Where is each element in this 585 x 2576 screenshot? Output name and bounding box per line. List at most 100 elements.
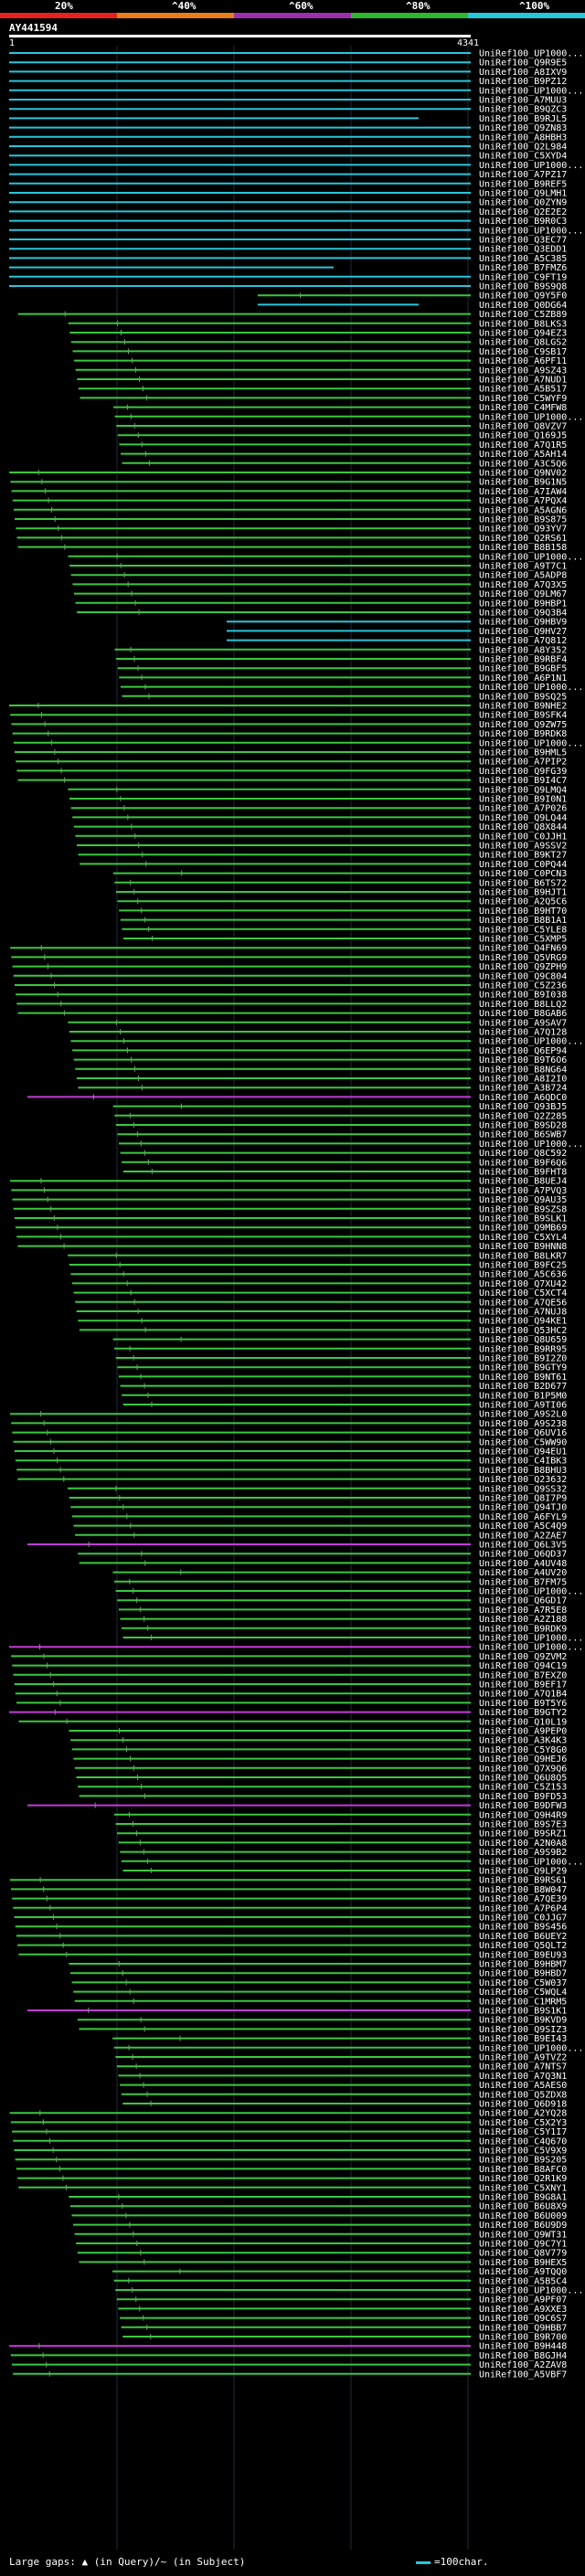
hit-label[interactable]: UniRef100_Q6D918 bbox=[479, 2100, 567, 2110]
hit-label[interactable]: UniRef100_Q8X844 bbox=[479, 822, 567, 832]
hit-label[interactable]: UniRef100_A7PIP2 bbox=[479, 758, 567, 768]
hit-label[interactable]: UniRef100_Q9ZN83 bbox=[479, 123, 567, 133]
hit-label[interactable]: UniRef100_A5B517 bbox=[479, 385, 567, 395]
hit-label[interactable]: UniRef100_B9NHE2 bbox=[479, 702, 567, 712]
hit-label[interactable]: UniRef100_A9PF07 bbox=[479, 2295, 567, 2306]
hit-label[interactable]: UniRef100_Q9WT31 bbox=[479, 2230, 567, 2240]
hit-label[interactable]: UniRef100_Q7X9Q6 bbox=[479, 1764, 567, 1774]
hit-label[interactable]: UniRef100_B9S456 bbox=[479, 1923, 567, 1933]
hit-label[interactable]: UniRef100_B9FC25 bbox=[479, 1261, 567, 1271]
hit-label[interactable]: UniRef100_Q5ZDX8 bbox=[479, 2090, 567, 2100]
hit-label[interactable]: UniRef100_Q23632 bbox=[479, 1475, 567, 1485]
hit-label[interactable]: UniRef100_B9EI43 bbox=[479, 2034, 567, 2044]
hit-label[interactable]: UniRef100_Q8V779 bbox=[479, 2249, 567, 2259]
hit-label[interactable]: UniRef100_A7NUD1 bbox=[479, 376, 567, 386]
hit-label[interactable]: UniRef100_B9GTY2 bbox=[479, 1708, 567, 1718]
hit-label[interactable]: UniRef100_Q2RS61 bbox=[479, 534, 567, 544]
hit-label[interactable]: UniRef100_UP1000... bbox=[479, 683, 583, 693]
hit-label[interactable]: UniRef100_A7PZ17 bbox=[479, 170, 567, 180]
hit-label[interactable]: UniRef100_C9FT19 bbox=[479, 272, 567, 282]
hit-label[interactable]: UniRef100_B7FMZ6 bbox=[479, 263, 567, 273]
hit-label[interactable]: UniRef100_C5Z153 bbox=[479, 1783, 567, 1793]
hit-label[interactable]: UniRef100_Q9AU35 bbox=[479, 1195, 567, 1205]
hit-label[interactable]: UniRef100_C5WW90 bbox=[479, 1437, 567, 1447]
hit-label[interactable]: UniRef100_A9SSV2 bbox=[479, 842, 567, 852]
hit-label[interactable]: UniRef100_B2D677 bbox=[479, 1382, 567, 1392]
hit-label[interactable]: UniRef100_A2YQ28 bbox=[479, 2109, 567, 2119]
hit-label[interactable]: UniRef100_A6P1N1 bbox=[479, 673, 567, 684]
hit-label[interactable]: UniRef100_C5XYL4 bbox=[479, 1233, 567, 1243]
hit-label[interactable]: UniRef100_A4UV48 bbox=[479, 1559, 567, 1569]
hit-label[interactable]: UniRef100_A5AH14 bbox=[479, 450, 567, 460]
hit-label[interactable]: UniRef100_Q0ZYN9 bbox=[479, 198, 567, 208]
hit-label[interactable]: UniRef100_C4IBK3 bbox=[479, 1457, 567, 1467]
hit-label[interactable]: UniRef100_A9TQQ0 bbox=[479, 2267, 567, 2277]
hit-label[interactable]: UniRef100_B9I038 bbox=[479, 991, 567, 1001]
hit-label[interactable]: UniRef100_B9RDK8 bbox=[479, 729, 567, 739]
hit-label[interactable]: UniRef100_Q6L3V5 bbox=[479, 1541, 567, 1551]
hit-label[interactable]: UniRef100_Q5QLT2 bbox=[479, 1941, 567, 1951]
hit-label[interactable]: UniRef100_A8IXV9 bbox=[479, 68, 567, 78]
hit-label[interactable]: UniRef100_B9RBF4 bbox=[479, 655, 567, 665]
hit-label[interactable]: UniRef100_A5AES0 bbox=[479, 2081, 567, 2091]
hit-label[interactable]: UniRef100_Q8LGS2 bbox=[479, 338, 567, 348]
hit-label[interactable]: UniRef100_Q2Z285 bbox=[479, 1111, 567, 1121]
hit-label[interactable]: UniRef100_B9RR95 bbox=[479, 1344, 567, 1354]
hit-label[interactable]: UniRef100_Q8U659 bbox=[479, 1335, 567, 1345]
hit-label[interactable]: UniRef100_A5C385 bbox=[479, 254, 567, 264]
hit-label[interactable]: UniRef100_B9HNN8 bbox=[479, 1242, 567, 1252]
hit-label[interactable]: UniRef100_A9TVZ2 bbox=[479, 2053, 567, 2063]
hit-label[interactable]: UniRef100_Q2L984 bbox=[479, 143, 567, 153]
hit-label[interactable]: UniRef100_A9S2L0 bbox=[479, 1410, 567, 1420]
hit-label[interactable]: UniRef100_A2N0A8 bbox=[479, 1839, 567, 1849]
hit-label[interactable]: UniRef100_UP1000... bbox=[479, 1587, 583, 1597]
hit-label[interactable]: UniRef100_A5AGN6 bbox=[479, 505, 567, 515]
hit-label[interactable]: UniRef100_Q3EC77 bbox=[479, 236, 567, 246]
hit-label[interactable]: UniRef100_Q94TJ0 bbox=[479, 1503, 567, 1513]
hit-label[interactable]: UniRef100_B6TS72 bbox=[479, 878, 567, 888]
hit-label[interactable]: UniRef100_B9HT70 bbox=[479, 906, 567, 917]
hit-label[interactable]: UniRef100_C5XNY1 bbox=[479, 2183, 567, 2193]
hit-label[interactable]: UniRef100_B9SFK4 bbox=[479, 711, 567, 721]
hit-label[interactable]: UniRef100_B9G1N5 bbox=[479, 478, 567, 488]
hit-label[interactable]: UniRef100_B9S7E3 bbox=[479, 1820, 567, 1830]
hit-label[interactable]: UniRef100_B9S1K1 bbox=[479, 2007, 567, 2017]
hit-label[interactable]: UniRef100_B9SQ25 bbox=[479, 692, 567, 702]
hit-label[interactable]: UniRef100_B9R0C3 bbox=[479, 217, 567, 227]
hit-label[interactable]: UniRef100_B9SRZ1 bbox=[479, 1829, 567, 1839]
hit-label[interactable]: UniRef100_B8LKS3 bbox=[479, 319, 567, 329]
hit-label[interactable]: UniRef100_C4Q670 bbox=[479, 2136, 567, 2147]
hit-label[interactable]: UniRef100_Q2E2E2 bbox=[479, 207, 567, 217]
hit-label[interactable]: UniRef100_B9HBP1 bbox=[479, 599, 567, 609]
hit-label[interactable]: UniRef100_Q9LQ44 bbox=[479, 813, 567, 823]
hit-label[interactable]: UniRef100_B8LLQ2 bbox=[479, 1000, 567, 1010]
hit-label[interactable]: UniRef100_Q10L19 bbox=[479, 1717, 567, 1727]
hit-label[interactable]: UniRef100_Q9H4R9 bbox=[479, 1810, 567, 1820]
hit-label[interactable]: UniRef100_A6FYL9 bbox=[479, 1512, 567, 1522]
hit-label[interactable]: UniRef100_Q94EZ3 bbox=[479, 329, 567, 339]
hit-label[interactable]: UniRef100_B9T5Y6 bbox=[479, 1699, 567, 1709]
hit-label[interactable]: UniRef100_C5XYD4 bbox=[479, 152, 567, 162]
hit-label[interactable]: UniRef100_Q9SS32 bbox=[479, 1484, 567, 1494]
hit-label[interactable]: UniRef100_A9SAV7 bbox=[479, 1018, 567, 1028]
hit-label[interactable]: UniRef100_B9HBM7 bbox=[479, 1960, 567, 1970]
hit-label[interactable]: UniRef100_A5ADP8 bbox=[479, 571, 567, 581]
hit-label[interactable]: UniRef100_UP1000... bbox=[479, 49, 583, 59]
hit-label[interactable]: UniRef100_B9RS61 bbox=[479, 1876, 567, 1886]
hit-label[interactable]: UniRef100_UP1000... bbox=[479, 2043, 583, 2053]
hit-label[interactable]: UniRef100_B9HEX5 bbox=[479, 2258, 567, 2268]
hit-label[interactable]: UniRef100_A9TI06 bbox=[479, 1401, 567, 1411]
hit-label[interactable]: UniRef100_Q9LMQ4 bbox=[479, 785, 567, 795]
hit-label[interactable]: UniRef100_C5W037 bbox=[479, 1978, 567, 1988]
hit-label[interactable]: UniRef100_A7NUJ8 bbox=[479, 1308, 567, 1318]
hit-label[interactable]: UniRef100_Q9ZVM2 bbox=[479, 1652, 567, 1662]
hit-label[interactable]: UniRef100_A7Q1R5 bbox=[479, 440, 567, 451]
hit-label[interactable]: UniRef100_UP1000... bbox=[479, 552, 583, 562]
hit-label[interactable]: UniRef100_B9GBF5 bbox=[479, 664, 567, 674]
hit-label[interactable]: UniRef100_Q9HEJ6 bbox=[479, 1754, 567, 1765]
hit-label[interactable]: UniRef100_B7EXZ0 bbox=[479, 1670, 567, 1680]
hit-label[interactable]: UniRef100_Q9ZPH9 bbox=[479, 962, 567, 972]
hit-label[interactable]: UniRef100_A8HBH3 bbox=[479, 133, 567, 143]
hit-label[interactable]: UniRef100_B9EF17 bbox=[479, 1680, 567, 1691]
hit-label[interactable]: UniRef100_B8B158 bbox=[479, 543, 567, 553]
